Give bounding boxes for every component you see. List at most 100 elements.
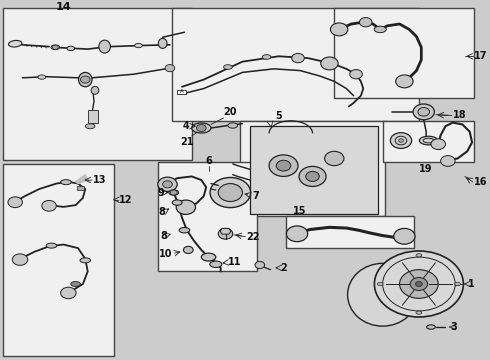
Circle shape — [413, 104, 434, 120]
Circle shape — [158, 177, 177, 192]
Circle shape — [299, 166, 326, 186]
Bar — [240, 121, 385, 216]
Text: 10: 10 — [159, 248, 172, 258]
Circle shape — [255, 261, 265, 269]
Text: A: A — [180, 89, 183, 94]
Bar — [77, 186, 84, 190]
Ellipse shape — [377, 282, 383, 285]
Circle shape — [269, 155, 298, 176]
Bar — [383, 121, 474, 162]
Ellipse shape — [51, 45, 60, 50]
Ellipse shape — [169, 190, 179, 195]
Ellipse shape — [71, 282, 80, 287]
Circle shape — [441, 156, 455, 166]
Text: 12: 12 — [119, 195, 133, 205]
Text: 3: 3 — [450, 322, 457, 332]
Bar — [250, 126, 378, 214]
Circle shape — [163, 181, 172, 188]
Circle shape — [391, 133, 412, 148]
Circle shape — [396, 75, 413, 88]
Ellipse shape — [192, 123, 211, 133]
Circle shape — [61, 287, 76, 299]
Ellipse shape — [455, 282, 461, 285]
Ellipse shape — [38, 75, 46, 79]
Text: 8: 8 — [161, 231, 168, 240]
Text: 8: 8 — [158, 207, 165, 217]
Bar — [286, 216, 414, 248]
Ellipse shape — [46, 243, 57, 248]
Circle shape — [171, 190, 177, 195]
Ellipse shape — [99, 40, 110, 53]
Polygon shape — [220, 228, 231, 234]
Ellipse shape — [67, 46, 74, 50]
Circle shape — [218, 184, 243, 202]
Ellipse shape — [135, 43, 143, 48]
Bar — [158, 162, 257, 271]
Ellipse shape — [85, 124, 95, 129]
Ellipse shape — [374, 26, 386, 33]
Circle shape — [394, 228, 415, 244]
Ellipse shape — [172, 200, 182, 205]
Text: 16: 16 — [473, 177, 487, 187]
Ellipse shape — [78, 72, 92, 87]
Bar — [177, 90, 186, 94]
Ellipse shape — [179, 228, 190, 233]
Circle shape — [12, 254, 28, 265]
Text: 21: 21 — [180, 137, 194, 147]
Circle shape — [416, 282, 422, 287]
Text: 9: 9 — [157, 188, 164, 198]
Ellipse shape — [347, 264, 417, 326]
Text: 18: 18 — [453, 111, 466, 121]
Circle shape — [287, 226, 308, 242]
Circle shape — [42, 201, 56, 211]
Text: 22: 22 — [246, 232, 260, 242]
Circle shape — [418, 108, 430, 116]
Text: 15: 15 — [293, 206, 306, 216]
Ellipse shape — [201, 253, 216, 261]
Text: 7: 7 — [252, 191, 259, 201]
Ellipse shape — [80, 258, 91, 263]
Text: 20: 20 — [223, 107, 237, 117]
Ellipse shape — [8, 40, 22, 47]
Ellipse shape — [416, 311, 422, 314]
Circle shape — [374, 251, 464, 317]
Circle shape — [218, 228, 233, 239]
Ellipse shape — [228, 123, 238, 128]
Bar — [88, 110, 98, 123]
Bar — [3, 164, 114, 356]
Circle shape — [431, 139, 445, 149]
Ellipse shape — [419, 136, 438, 145]
Circle shape — [52, 45, 58, 49]
Circle shape — [292, 53, 304, 63]
Circle shape — [165, 64, 175, 72]
Text: 11: 11 — [228, 257, 242, 267]
Text: 13: 13 — [93, 175, 106, 185]
Circle shape — [183, 246, 193, 253]
Circle shape — [321, 57, 338, 70]
Circle shape — [176, 200, 196, 215]
Text: 2: 2 — [280, 263, 287, 273]
Text: 17: 17 — [473, 51, 487, 61]
Bar — [334, 8, 474, 98]
Circle shape — [410, 278, 428, 291]
Bar — [172, 8, 419, 121]
Text: 1: 1 — [468, 279, 474, 289]
Ellipse shape — [223, 65, 232, 69]
Circle shape — [306, 171, 319, 181]
Circle shape — [8, 197, 23, 208]
Ellipse shape — [210, 261, 222, 267]
Circle shape — [360, 18, 372, 27]
Ellipse shape — [427, 325, 435, 329]
Circle shape — [350, 69, 362, 79]
Text: 4: 4 — [182, 121, 189, 131]
Circle shape — [399, 270, 438, 298]
Ellipse shape — [61, 180, 71, 185]
Bar — [3, 8, 192, 160]
Circle shape — [324, 151, 344, 166]
Text: 14: 14 — [56, 3, 72, 13]
Polygon shape — [75, 175, 88, 184]
Text: 19: 19 — [419, 164, 433, 174]
Circle shape — [80, 76, 90, 83]
Text: 5: 5 — [275, 111, 282, 121]
Ellipse shape — [158, 39, 167, 48]
